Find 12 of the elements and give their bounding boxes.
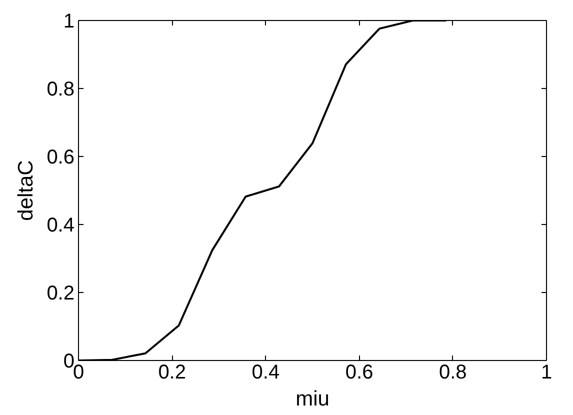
y-tick-label: 0.4 [46,214,75,236]
x-tick-label: 0.8 [439,362,467,384]
y-tick-label: 0.6 [46,146,75,168]
y-tick-label: 0.2 [46,282,75,304]
x-tick-label: 0.6 [345,362,374,384]
y-tick-label: 0.8 [46,78,75,100]
x-tick-label: 0.4 [252,362,280,384]
x-axis-title: miu [296,388,330,410]
x-tick-label: 0.2 [158,362,186,384]
y-axis-title: deltaC [14,160,38,221]
y-tick-label: 1 [63,10,74,32]
x-tick-label: 1 [540,362,552,384]
